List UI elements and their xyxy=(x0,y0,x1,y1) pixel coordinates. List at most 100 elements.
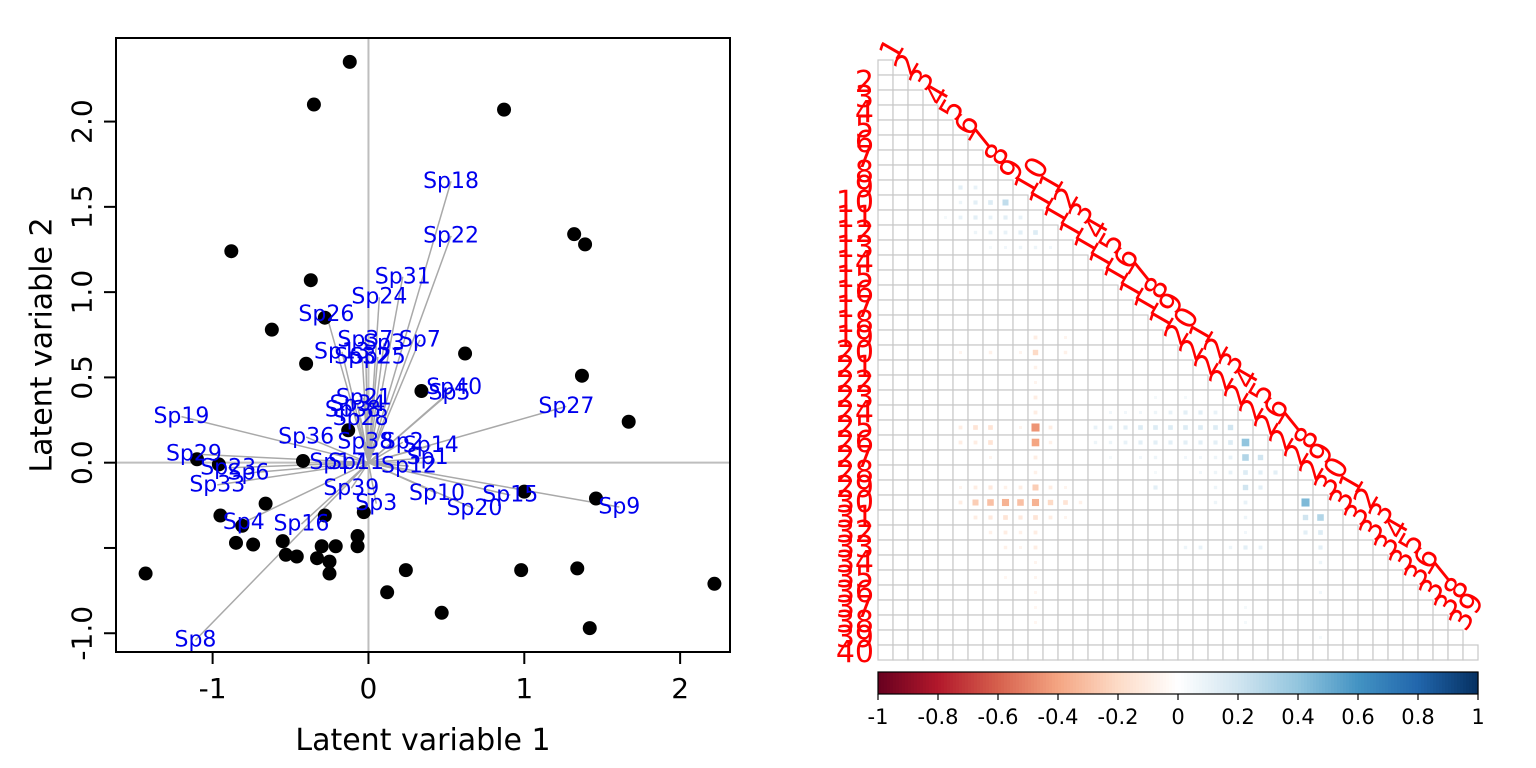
grid-cell xyxy=(1042,404,1059,421)
species-label: Sp33 xyxy=(189,472,245,497)
grid-cell xyxy=(922,524,939,541)
correlation-square xyxy=(1198,410,1203,415)
grid-cell xyxy=(1117,314,1134,331)
grid-cell xyxy=(1267,509,1284,526)
grid-cell xyxy=(1042,644,1059,661)
correlation-square xyxy=(973,230,978,235)
correlation-square xyxy=(1154,396,1157,399)
grid-cell xyxy=(1387,584,1404,601)
correlation-square xyxy=(1033,230,1038,235)
grid-cell xyxy=(1132,329,1149,346)
row-label: 32 xyxy=(836,515,874,550)
grid-cell xyxy=(1327,629,1344,646)
correlation-square xyxy=(1302,514,1309,521)
correlation-square xyxy=(1019,546,1022,549)
grid-cell xyxy=(1222,554,1239,571)
colorbar-segment xyxy=(1130,672,1134,694)
grid-cell xyxy=(892,254,909,271)
correlation-square xyxy=(1243,470,1248,475)
correlation-square xyxy=(1213,485,1218,490)
colorbar-segment xyxy=(917,672,921,694)
row-label: 34 xyxy=(836,545,874,580)
grid-cell xyxy=(1087,599,1104,616)
grid-cell xyxy=(892,104,909,121)
colorbar-segment xyxy=(1148,672,1152,694)
grid-cell xyxy=(997,464,1014,481)
grid-cell xyxy=(922,419,939,436)
grid-cell xyxy=(877,74,894,91)
grid-cell xyxy=(1162,494,1179,511)
grid-cell xyxy=(1087,314,1104,331)
species-label: Sp15 xyxy=(482,483,538,508)
colorbar-segment xyxy=(1166,672,1170,694)
correlation-square xyxy=(1003,215,1008,220)
colorbar-segment xyxy=(1208,672,1212,694)
grid-cell xyxy=(1117,464,1134,481)
row-label: 26 xyxy=(836,425,874,460)
grid-cell xyxy=(1012,614,1029,631)
correlation-square xyxy=(1213,425,1218,430)
correlation-square xyxy=(1003,485,1008,490)
correlation-square xyxy=(1063,500,1068,505)
row-label: 24 xyxy=(836,395,874,430)
grid-cell xyxy=(1207,569,1224,586)
grid-cell xyxy=(922,374,939,391)
colorbar-segment xyxy=(1220,672,1224,694)
row-label: 39 xyxy=(836,620,874,655)
colorbar-segment xyxy=(923,672,927,694)
grid-cell xyxy=(1117,554,1134,571)
grid-cell xyxy=(877,254,894,271)
correlation-square xyxy=(1018,515,1023,520)
colorbar-segment xyxy=(1463,672,1467,694)
grid-cell xyxy=(907,434,924,451)
grid-cell xyxy=(937,434,954,451)
grid-cell xyxy=(1042,614,1059,631)
colorbar-segment xyxy=(1037,672,1041,694)
species-label: Sp21 xyxy=(336,385,392,410)
colorbar-segment xyxy=(1169,672,1173,694)
grid-cell xyxy=(1252,569,1269,586)
correlation-square xyxy=(959,351,962,354)
colorbar-segment xyxy=(1001,672,1005,694)
site-point xyxy=(289,549,304,564)
y-tick-label: 0.5 xyxy=(66,355,99,400)
grid-cell xyxy=(1132,599,1149,616)
grid-cell xyxy=(1057,554,1074,571)
species-label: Sp28 xyxy=(333,406,389,431)
grid-cell xyxy=(1072,374,1089,391)
grid-cell xyxy=(1132,584,1149,601)
colorbar-segment xyxy=(1397,672,1401,694)
grid-cell xyxy=(1087,464,1104,481)
correlation-square xyxy=(1301,498,1310,507)
site-point xyxy=(582,621,597,636)
grid-cell xyxy=(952,314,969,331)
species-label: Sp19 xyxy=(153,404,209,429)
grid-cell xyxy=(907,194,924,211)
grid-cell xyxy=(952,539,969,556)
grid-cell xyxy=(1117,644,1134,661)
grid-cell xyxy=(1057,314,1074,331)
colorbar-segment xyxy=(956,672,960,694)
grid-cell xyxy=(1252,524,1269,541)
grid-cell xyxy=(1267,554,1284,571)
grid-cell xyxy=(1222,644,1239,661)
grid-cell xyxy=(1012,389,1029,406)
correlation-square xyxy=(958,440,963,445)
site-point xyxy=(328,539,343,554)
correlation-square xyxy=(988,485,993,490)
grid-cell xyxy=(1162,449,1179,466)
grid-cell xyxy=(892,209,909,226)
row-label: 16 xyxy=(836,275,874,310)
grid-cell xyxy=(877,404,894,421)
grid-cell xyxy=(982,599,999,616)
colorbar-segment xyxy=(890,672,894,694)
species-label: Sp29 xyxy=(166,442,222,467)
x-axis-ticks: -1 0 1 2 xyxy=(199,652,689,705)
colorbar-segment xyxy=(1451,672,1455,694)
grid-cell xyxy=(937,569,954,586)
correlation-square xyxy=(958,500,963,505)
grid-cell xyxy=(922,134,939,151)
row-label: 3 xyxy=(855,80,874,115)
grid-cell xyxy=(1072,599,1089,616)
